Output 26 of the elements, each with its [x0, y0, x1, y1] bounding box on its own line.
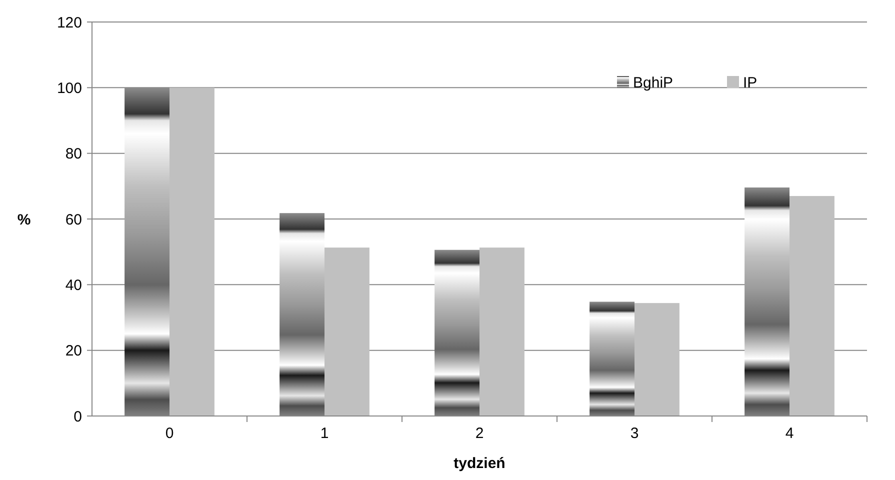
- bar: [634, 303, 680, 416]
- bar: [170, 88, 214, 416]
- bar: [744, 187, 790, 416]
- x-tick-label: 2: [475, 425, 484, 442]
- bar: [434, 250, 480, 416]
- x-axis-title: tydzień: [454, 455, 506, 472]
- bar: [324, 248, 370, 416]
- bar: [124, 88, 170, 416]
- y-tick-label: 20: [65, 342, 82, 360]
- x-tick-label: 3: [630, 425, 639, 442]
- y-axis-title: %: [17, 211, 31, 228]
- x-tick-label: 1: [320, 425, 329, 442]
- legend-label: BghiP: [633, 74, 674, 92]
- y-tick-label: 40: [65, 276, 82, 294]
- y-tick-label: 80: [65, 146, 82, 163]
- y-tick-label: 0: [74, 408, 82, 426]
- x-tick-label: 0: [165, 425, 174, 442]
- y-tick-label: 100: [56, 80, 82, 97]
- bar: [280, 213, 324, 416]
- bar: [590, 302, 634, 416]
- legend-label: IP: [743, 74, 758, 92]
- bar: [480, 248, 524, 416]
- y-tick-label: 60: [65, 211, 82, 228]
- bar: [790, 196, 834, 416]
- x-tick-label: 4: [785, 425, 794, 442]
- y-tick-label: 120: [56, 14, 82, 32]
